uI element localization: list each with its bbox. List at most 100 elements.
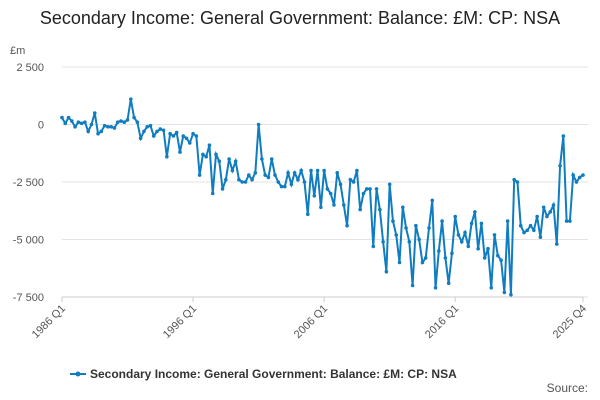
data-point	[574, 180, 579, 184]
data-point	[171, 134, 176, 138]
chart-title: Secondary Income: General Government: Ba…	[39, 8, 561, 28]
data-point	[518, 223, 523, 228]
data-point	[227, 157, 231, 161]
data-point	[558, 164, 562, 168]
data-point	[505, 219, 510, 223]
data-point	[217, 159, 222, 164]
data-point	[525, 228, 530, 233]
data-point	[341, 203, 346, 207]
data-point	[60, 115, 64, 120]
data-point	[102, 123, 107, 128]
data-point	[243, 180, 248, 184]
data-point	[492, 233, 497, 237]
data-point	[545, 214, 549, 219]
data-point	[305, 212, 310, 216]
data-point	[364, 187, 369, 191]
data-point	[210, 191, 215, 196]
data-point	[427, 226, 431, 230]
data-point	[551, 203, 556, 207]
data-point	[256, 122, 261, 127]
data-point	[486, 246, 490, 251]
data-point	[197, 173, 202, 177]
data-point	[63, 121, 68, 126]
data-point	[155, 129, 159, 134]
data-point	[99, 129, 104, 134]
data-point	[122, 120, 127, 124]
data-point	[463, 230, 467, 235]
data-point	[260, 157, 264, 161]
data-point	[541, 205, 546, 210]
data-point	[292, 171, 297, 175]
data-point	[512, 177, 516, 182]
data-point	[355, 168, 359, 173]
data-point	[548, 210, 553, 214]
data-point	[374, 187, 379, 191]
data-point	[315, 168, 320, 173]
data-point	[430, 198, 435, 203]
data-point	[286, 171, 290, 175]
data-point	[148, 123, 153, 128]
data-point	[456, 233, 461, 237]
data-point	[325, 187, 330, 191]
data-point	[181, 134, 186, 138]
data-point	[482, 256, 487, 260]
data-point	[397, 260, 402, 265]
data-point	[309, 168, 313, 173]
data-point	[302, 180, 307, 184]
data-point	[296, 177, 300, 182]
data-point	[450, 251, 454, 256]
data-point	[489, 286, 494, 290]
data-point	[66, 115, 71, 120]
x-tick-label: 2016 Q1	[423, 303, 461, 341]
y-tick-label: 0	[38, 120, 44, 132]
data-point	[89, 122, 94, 127]
data-point	[276, 180, 281, 184]
y-tick-label: -7 500	[13, 292, 44, 304]
data-point	[263, 173, 267, 177]
data-point	[237, 177, 241, 182]
data-point	[509, 292, 513, 297]
data-point	[109, 125, 113, 129]
y-axis-label: £m	[10, 45, 25, 57]
data-point	[220, 187, 225, 191]
data-point	[224, 177, 228, 182]
data-point	[414, 223, 418, 228]
data-point	[328, 191, 333, 196]
data-point	[335, 171, 340, 175]
y-tick-label: -5 000	[13, 235, 44, 247]
data-point	[496, 253, 500, 258]
data-point	[433, 286, 438, 290]
data-point	[466, 244, 471, 249]
data-point	[554, 242, 559, 246]
legend-marker	[75, 371, 81, 377]
data-point	[394, 233, 399, 237]
data-point	[269, 157, 274, 161]
data-point	[332, 203, 336, 207]
data-point	[440, 219, 444, 223]
data-point	[194, 134, 199, 138]
data-point	[407, 240, 412, 244]
y-tick-label: 2 500	[16, 62, 44, 74]
data-point	[571, 173, 575, 177]
data-point	[538, 235, 543, 239]
data-point	[106, 125, 110, 129]
data-point	[273, 173, 277, 177]
x-tick-label: 2006 Q1	[292, 303, 330, 341]
data-point	[184, 136, 189, 141]
data-point	[410, 283, 415, 288]
data-point	[423, 256, 428, 260]
data-point	[561, 134, 566, 138]
source: Source:	[547, 381, 588, 395]
data-point	[191, 131, 195, 136]
data-point	[368, 187, 372, 191]
data-point	[279, 184, 284, 189]
data-point	[96, 131, 100, 136]
data-point	[115, 120, 120, 124]
data-point	[528, 223, 533, 228]
data-point	[469, 221, 474, 226]
data-point	[214, 152, 218, 157]
data-point	[92, 111, 97, 115]
data-point	[437, 249, 441, 253]
data-point	[473, 210, 477, 214]
